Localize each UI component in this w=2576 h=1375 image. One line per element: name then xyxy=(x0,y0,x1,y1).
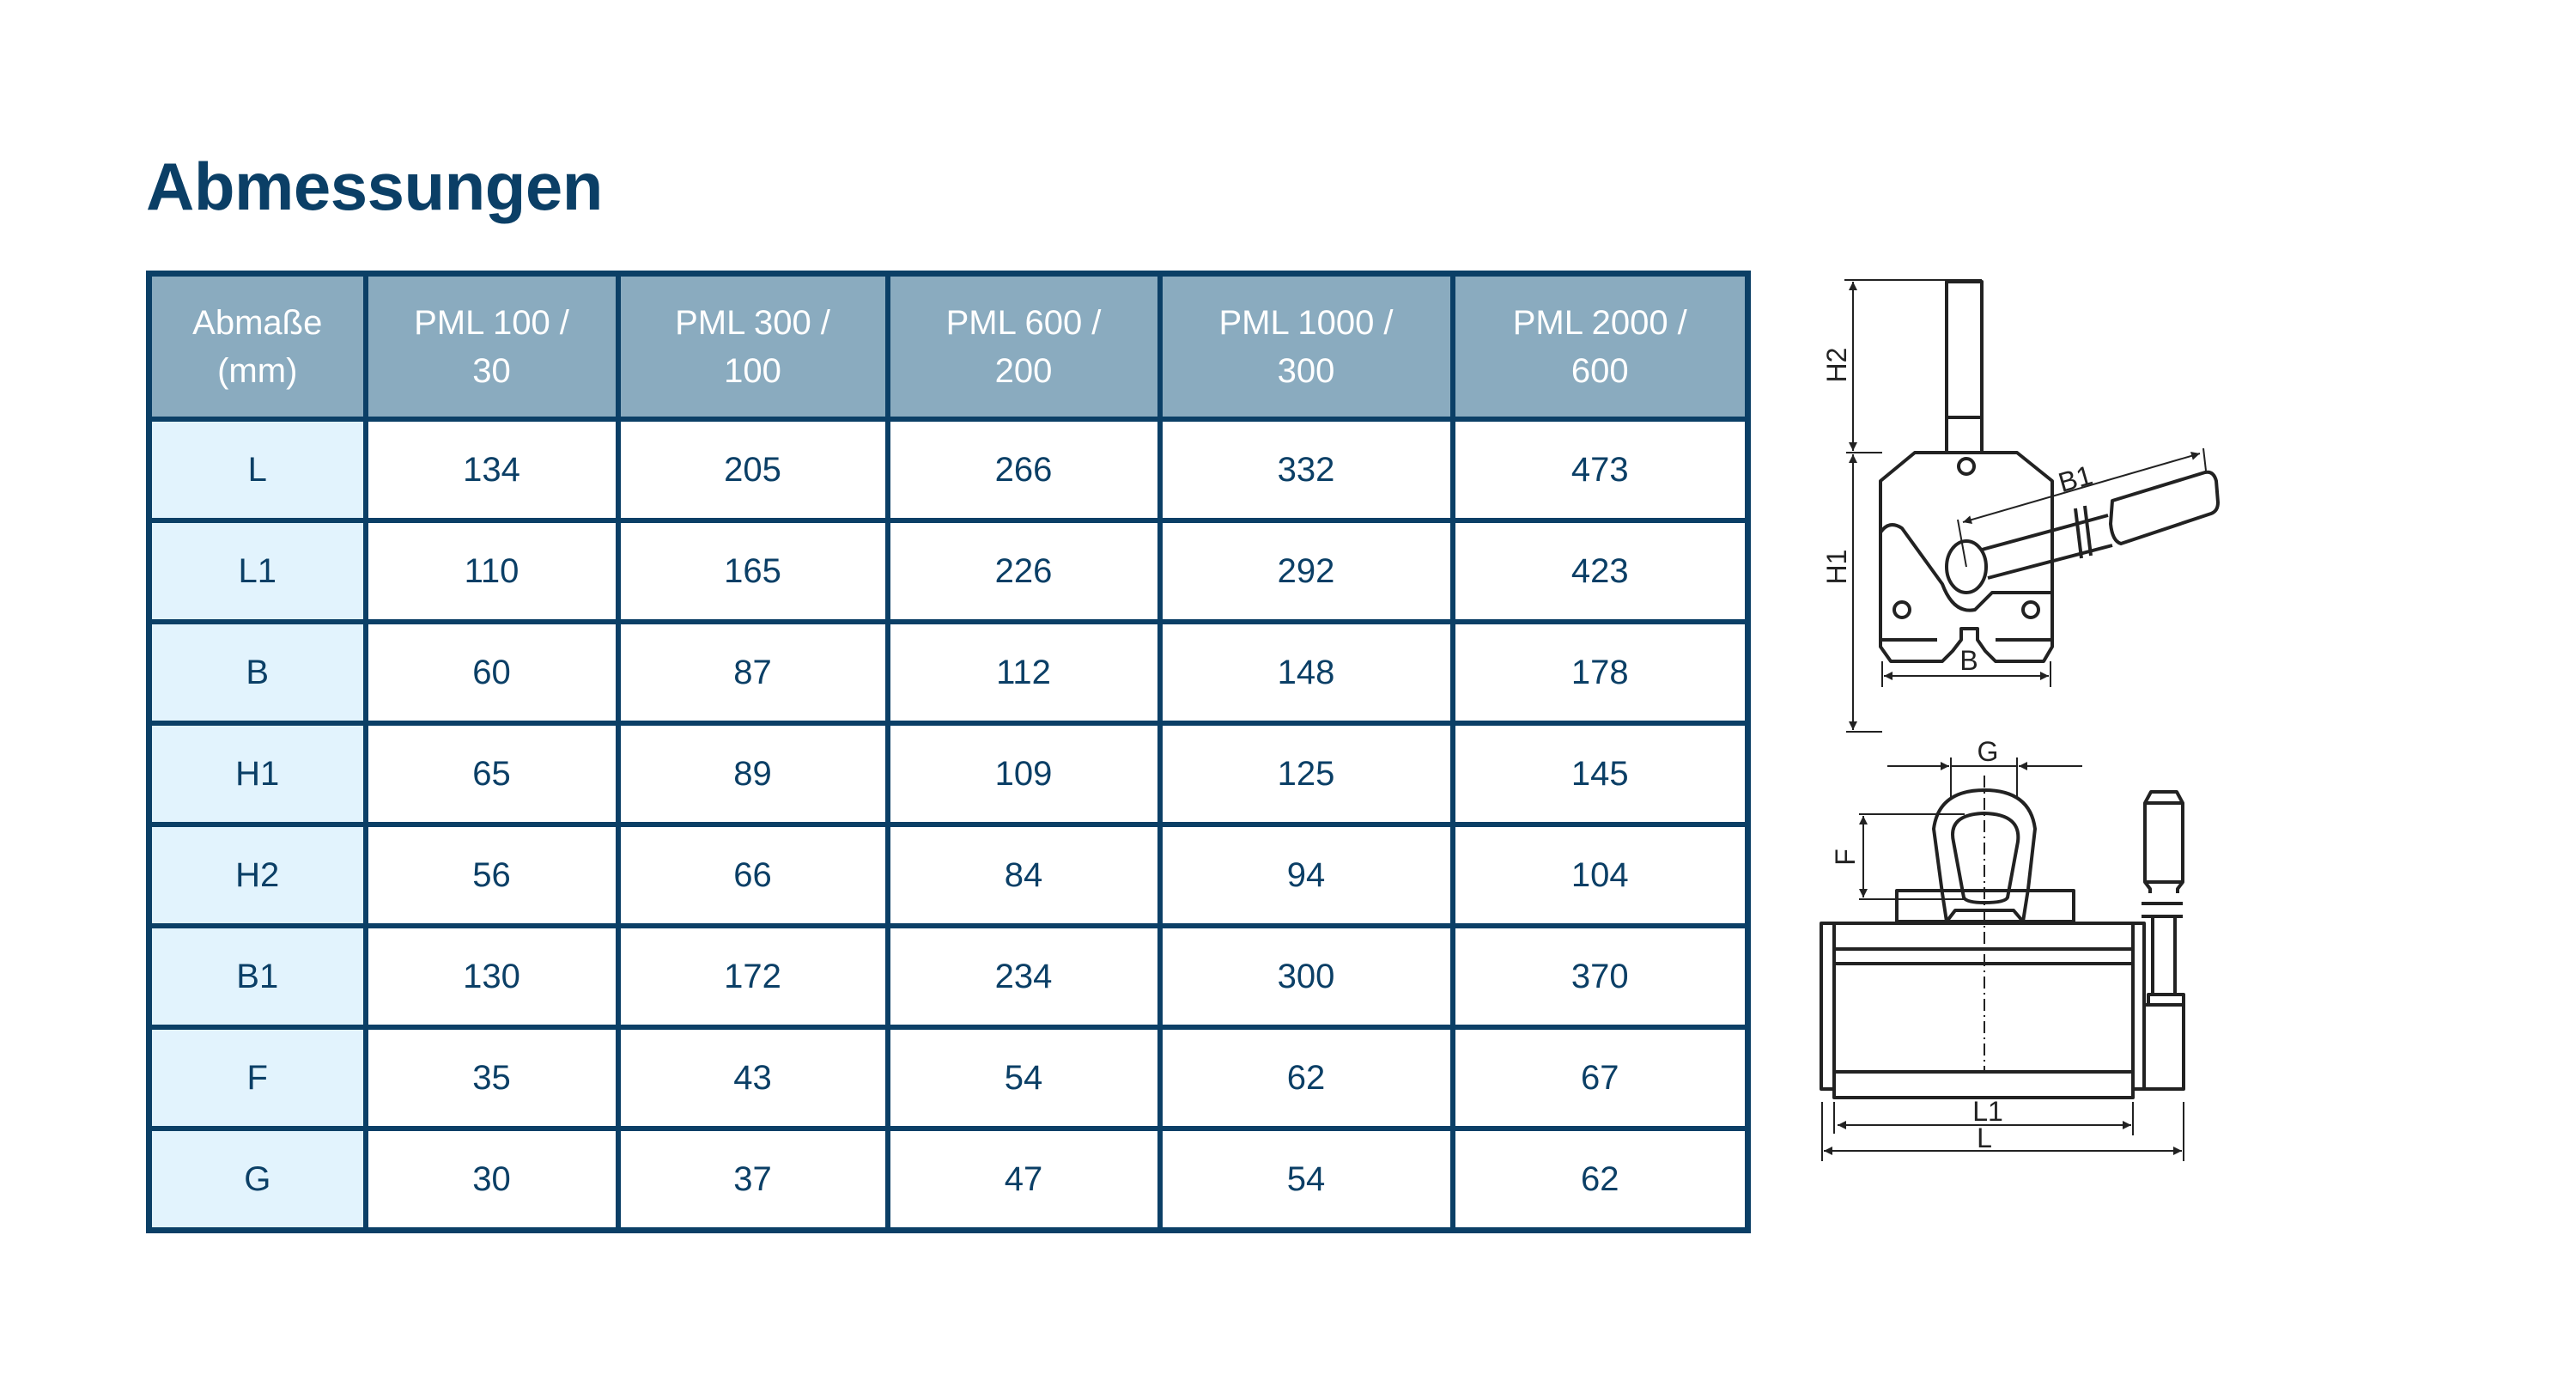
value-cell: 332 xyxy=(1157,417,1455,523)
value-cell: 300 xyxy=(1157,923,1455,1030)
b1-label: B1 xyxy=(2055,459,2096,498)
row-header-cell: H1 xyxy=(146,721,368,827)
f-label: F xyxy=(1830,849,1861,866)
header-line: Abmaße xyxy=(192,303,323,342)
value-cell: 130 xyxy=(362,923,621,1030)
value-cell: 134 xyxy=(362,417,621,523)
column-header-model: PML 2000 / 600 xyxy=(1449,271,1751,422)
value-cell: 54 xyxy=(884,1025,1163,1131)
table-row: L 134 205 266 332 473 xyxy=(146,417,1751,523)
value-cell: 266 xyxy=(884,417,1163,523)
value-cell: 165 xyxy=(615,518,890,624)
value-cell: 148 xyxy=(1157,619,1455,726)
header-line: PML 2000 / xyxy=(1512,303,1687,342)
value-cell: 89 xyxy=(615,721,890,827)
lifting-eye xyxy=(1932,788,2037,922)
value-cell: 65 xyxy=(362,721,621,827)
value-cell: 110 xyxy=(362,518,621,624)
row-header-cell: L xyxy=(146,417,368,523)
value-cell: 66 xyxy=(615,822,890,928)
value-cell: 60 xyxy=(362,619,621,726)
lifting-rod xyxy=(1945,280,1984,454)
dimensions-table: Abmaße (mm) PML 100 / 30 PML 300 / 100 PML … xyxy=(146,271,1751,1233)
header-line: PML 300 / xyxy=(675,303,830,342)
page-title: Abmessungen xyxy=(146,149,603,224)
row-header-cell: B xyxy=(146,619,368,726)
value-cell: 172 xyxy=(615,923,890,1030)
row-header-cell: G xyxy=(146,1126,368,1233)
column-header-model: PML 300 / 100 xyxy=(615,271,890,422)
value-cell: 125 xyxy=(1157,721,1455,827)
column-header-model: PML 600 / 200 xyxy=(884,271,1163,422)
row-header-cell: H2 xyxy=(146,822,368,928)
column-header-model: PML 100 / 30 xyxy=(362,271,621,422)
table-header-row: Abmaße (mm) PML 100 / 30 PML 300 / 100 PML … xyxy=(146,271,1751,422)
value-cell: 67 xyxy=(1449,1025,1751,1131)
lever-handle xyxy=(2109,470,2220,545)
value-cell: 145 xyxy=(1449,721,1751,827)
value-cell: 62 xyxy=(1449,1126,1751,1233)
l-label: L xyxy=(1977,1123,1992,1153)
value-cell: 104 xyxy=(1449,822,1751,928)
table-row: G 30 37 47 54 62 xyxy=(146,1126,1751,1233)
column-header-model: PML 1000 / 300 xyxy=(1157,271,1455,422)
table-row: H2 56 66 84 94 104 xyxy=(146,822,1751,928)
pivot-icon xyxy=(1945,539,1988,594)
value-cell: 54 xyxy=(1157,1126,1455,1233)
b1-dimension xyxy=(1962,451,2201,525)
l1-label: L1 xyxy=(1972,1096,2003,1127)
value-cell: 84 xyxy=(884,822,1163,928)
value-cell: 43 xyxy=(615,1025,890,1131)
value-cell: 109 xyxy=(884,721,1163,827)
value-cell: 234 xyxy=(884,923,1163,1030)
value-cell: 30 xyxy=(362,1126,621,1233)
value-cell: 87 xyxy=(615,619,890,726)
row-header-cell: B1 xyxy=(146,923,368,1030)
value-cell: 37 xyxy=(615,1126,890,1233)
front-view xyxy=(1820,757,2185,1161)
header-line: PML 100 / xyxy=(414,303,569,342)
header-line: 200 xyxy=(994,351,1053,390)
table-row: B 60 87 112 148 178 xyxy=(146,619,1751,726)
value-cell: 178 xyxy=(1449,619,1751,726)
value-cell: 94 xyxy=(1157,822,1455,928)
header-line: (mm) xyxy=(217,351,298,390)
value-cell: 423 xyxy=(1449,518,1751,624)
value-cell: 292 xyxy=(1157,518,1455,624)
header-line: 30 xyxy=(472,351,511,390)
side-view xyxy=(1844,279,2220,733)
table-row: F 35 43 54 62 67 xyxy=(146,1025,1751,1131)
column-header-dimension: Abmaße (mm) xyxy=(146,271,368,422)
value-cell: 226 xyxy=(884,518,1163,624)
header-line: 600 xyxy=(1571,351,1629,390)
row-header-cell: F xyxy=(146,1025,368,1131)
value-cell: 205 xyxy=(615,417,890,523)
table-row: B1 130 172 234 300 370 xyxy=(146,923,1751,1030)
h2-label: H2 xyxy=(1821,348,1852,383)
b-label: B xyxy=(1959,645,1978,676)
value-cell: 35 xyxy=(362,1025,621,1131)
header-line: PML 1000 / xyxy=(1218,303,1394,342)
header-line: PML 600 / xyxy=(945,303,1102,342)
value-cell: 112 xyxy=(884,619,1163,726)
value-cell: 62 xyxy=(1157,1025,1455,1131)
magnet-body-side xyxy=(1879,451,2054,663)
table-row: H1 65 89 109 125 145 xyxy=(146,721,1751,827)
g-label: G xyxy=(1978,736,1999,767)
header-line: 300 xyxy=(1277,351,1335,390)
table-row: L1 110 165 226 292 423 xyxy=(146,518,1751,624)
value-cell: 56 xyxy=(362,822,621,928)
value-cell: 370 xyxy=(1449,923,1751,1030)
value-cell: 47 xyxy=(884,1126,1163,1233)
h1-label: H1 xyxy=(1821,550,1852,585)
value-cell: 473 xyxy=(1449,417,1751,523)
header-line: 100 xyxy=(724,351,781,390)
row-header-cell: L1 xyxy=(146,518,368,624)
handle-grip xyxy=(2143,790,2184,893)
